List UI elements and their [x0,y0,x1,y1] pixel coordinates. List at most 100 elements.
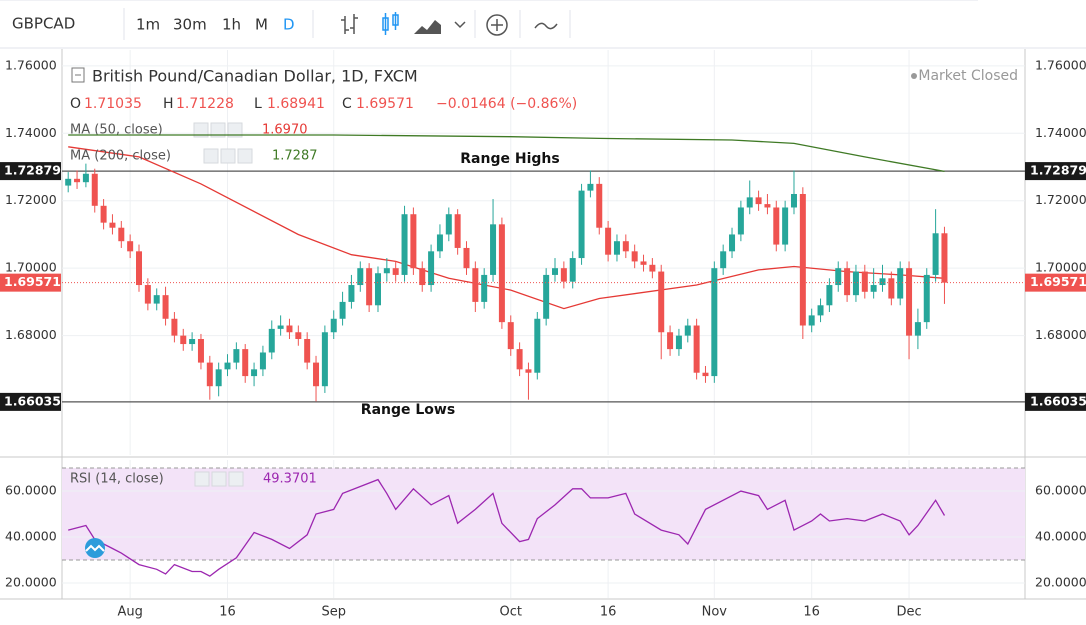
candle-body [720,251,727,269]
candle-body [445,214,452,235]
ohlc-key: L [254,96,262,112]
candle-body [490,224,497,275]
x-tick-label: Dec [896,605,921,620]
candle-body [313,362,320,387]
status-dot [911,73,917,79]
ohlc-key: O [70,96,81,112]
candle-body [711,268,718,377]
candle-body [729,234,736,252]
y-tick-label-right: 1.70000 [1035,260,1086,275]
candle-body [764,204,771,208]
add-icon[interactable] [486,14,508,36]
price-level-box [0,162,61,181]
x-tick-label: Sep [321,605,346,620]
candle-body [136,251,143,286]
candle-body [649,264,656,272]
candle-body [153,295,160,304]
candle-body [755,197,762,205]
candle-body [171,318,178,336]
legend-name: MA (50, close) [70,123,163,138]
candle-body [817,305,824,316]
candle-body [613,241,620,255]
interval-active[interactable]: D [283,16,295,34]
legend-value: 1.7287 [272,149,318,164]
interval[interactable]: 1m [136,16,160,34]
candle-body [498,224,505,323]
price-level-box [1025,392,1086,411]
market-status: Market Closed [918,68,1018,84]
candle-body [109,222,116,228]
candle-body [295,332,302,339]
candle-body [631,251,638,262]
ohlc-value: 1.71228 [176,96,234,112]
ohlc-key: C [342,96,352,112]
candle-body [189,338,196,345]
candle-body [844,268,851,296]
symbol[interactable]: GBPCAD [12,15,75,33]
y-tick-label-left: 60.0000 [5,483,57,498]
legend-icon [203,148,219,164]
candle-body [879,278,886,286]
candle-body [826,285,833,306]
price-level-label: 1.72879 [1030,163,1086,178]
candle-body [127,241,134,252]
interval[interactable]: 1h [222,16,241,34]
price-level-box [1025,162,1086,181]
candle-body [525,369,532,373]
candle-body [419,268,426,286]
indicator-icon[interactable] [534,22,558,30]
interval[interactable]: 30m [173,16,207,34]
candle-body [383,268,390,274]
interval[interactable]: M [255,16,268,34]
candle-body [534,318,541,373]
cloud-icon-mark [85,544,105,552]
candle-body [870,285,877,292]
last-price-label: 1.69571 [4,274,61,289]
legend-icon [193,122,209,138]
cloud-icon [85,538,105,558]
area-icon[interactable] [414,20,441,34]
candle-body [304,338,311,363]
candle-body [277,325,284,329]
y-tick-label-left: 1.74000 [5,125,57,140]
candle-body [888,278,895,299]
candle-body [782,207,789,245]
collapse-icon[interactable] [71,67,85,83]
y-tick-label-right: 1.74000 [1035,125,1086,140]
x-tick-label: 16 [219,605,236,620]
candle-body [454,214,461,248]
x-tick-label: 16 [803,605,820,620]
candle-body [622,241,629,252]
candle-body [74,178,81,183]
x-tick-label: Oct [500,605,522,620]
price-level-label: 1.66035 [1030,393,1086,408]
candle-body [587,183,594,191]
candle-body [667,332,674,350]
bars-icon[interactable] [341,14,358,34]
legend-icon [228,471,244,487]
candle-body [578,190,585,259]
legend-icon [210,122,226,138]
candle-body [286,325,293,333]
toolbar-icons [312,10,571,38]
legend-value: 1.6970 [262,123,308,138]
candle-body [436,234,443,252]
candle-body [144,285,151,304]
price-level-label: 1.66035 [4,393,61,408]
candle-body [702,372,709,377]
last-price-label: 1.69571 [1030,274,1086,289]
candle-body [197,338,204,363]
candle-body [808,315,815,326]
candle-body [180,335,187,345]
y-tick-label-right: 1.76000 [1035,57,1086,72]
legend-icon [211,471,227,487]
candle-body [861,271,868,292]
candle-body [339,301,346,319]
price-change: −0.01464 (−0.86%) [436,96,577,112]
candle-body [224,362,231,370]
candle-body [348,285,355,302]
y-tick-label-right: 60.0000 [1035,483,1086,498]
legend-icon [237,148,253,164]
legend-icon [220,148,236,164]
